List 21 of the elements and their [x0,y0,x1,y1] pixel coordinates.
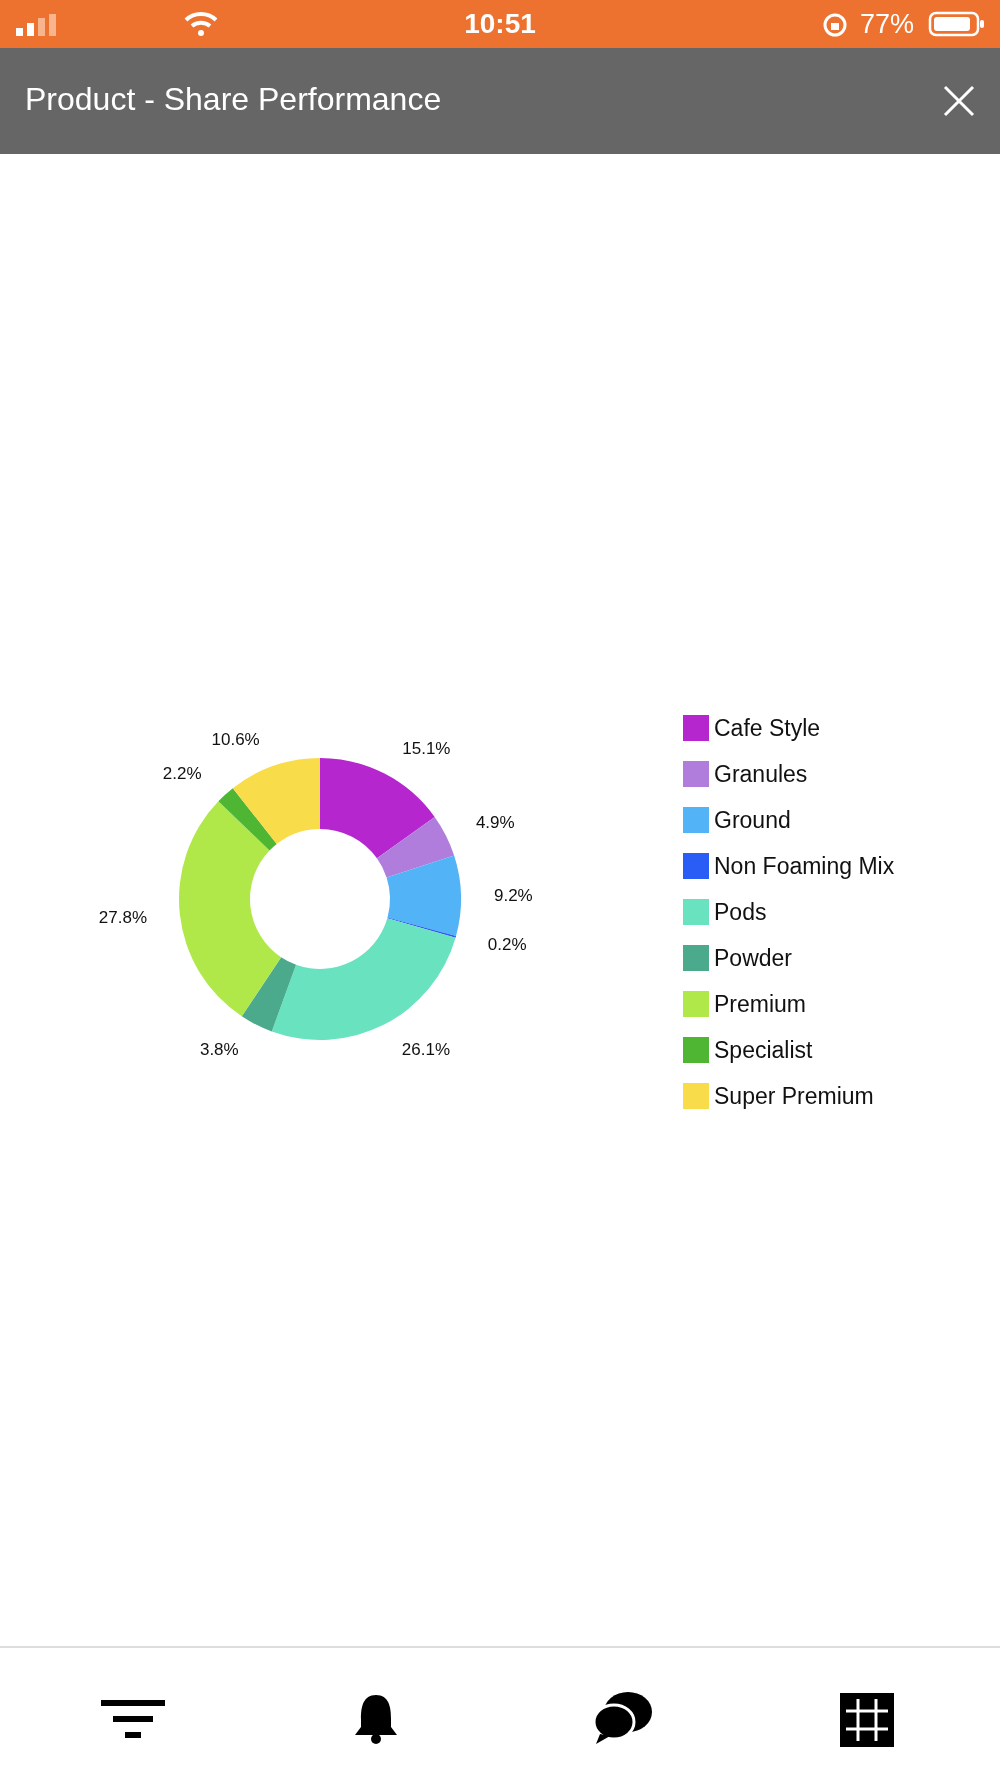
legend-label: Powder [714,945,793,971]
text: 10:51 [464,8,536,39]
data-label: 4.9% [475,813,515,833]
legend-label: Cafe Style [714,715,821,741]
data-label: 26.1% [401,1040,450,1060]
legend-label: Specialist [714,1037,814,1063]
legend-label: Non Foaming Mix [714,853,895,879]
data-label: 27.8% [98,907,147,927]
legend-label: Super Premium [714,1083,874,1109]
data-label: 0.2% [487,934,527,954]
data-label: 2.2% [162,764,202,784]
data-label: 15.1% [402,739,451,759]
chart-title: Product - Share Performance [25,81,442,118]
legend-label: Pods [714,899,767,925]
data-label: 3.8% [199,1040,239,1060]
data-label: 9.2% [493,885,533,905]
legend-label: Granules [714,761,808,787]
legend-label: Ground [714,807,791,833]
legend-label: Premium [714,991,807,1017]
data-label: 10.6% [211,729,260,749]
text: 77% [860,9,915,40]
